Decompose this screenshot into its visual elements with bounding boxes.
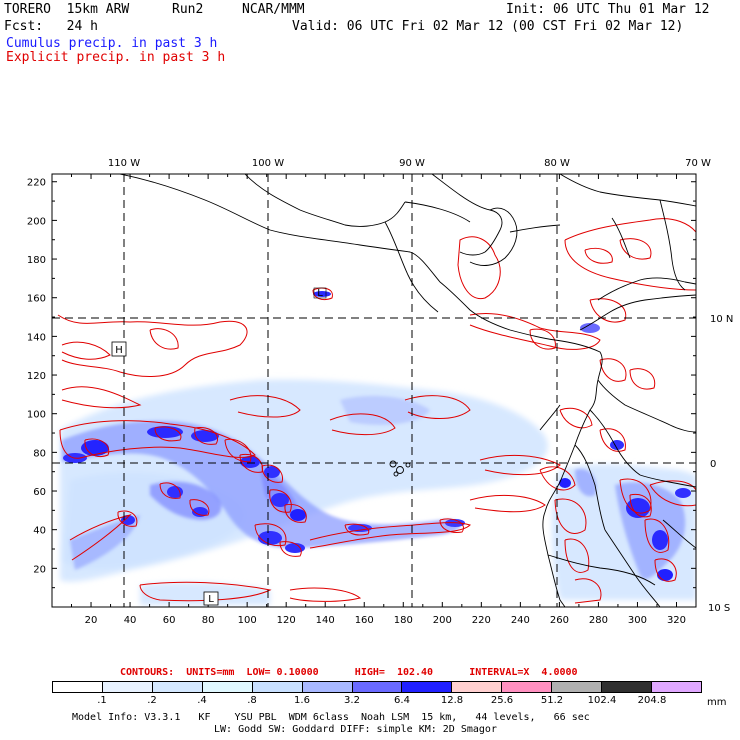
y-tick-labels: 20 40 60 80 100 120 140 160 180 200 220 <box>27 178 46 576</box>
y-tick-marks <box>52 181 696 589</box>
y-tick-label: 120 <box>27 371 46 382</box>
y-tick-label: 20 <box>33 564 46 575</box>
colorbar-label: .4 <box>197 695 207 706</box>
colorbar-label: 25.6 <box>490 695 514 706</box>
colorbar-label: 102.4 <box>587 695 617 706</box>
x-tick-label: 220 <box>472 615 491 626</box>
colorbar-swatch <box>152 682 203 692</box>
colorbar-swatch <box>502 682 553 692</box>
legend-explicit: Explicit precip. in past 3 h <box>6 50 226 65</box>
colorbar-label: 3.2 <box>344 695 360 706</box>
y-tick-label: 140 <box>27 332 46 343</box>
valid-time: Valid: 06 UTC Fri 02 Mar 12 (00 CST Fri … <box>292 19 684 34</box>
colorbar-swatch <box>202 682 253 692</box>
x-tick-label: 80 <box>202 615 215 626</box>
x-tick-label: 160 <box>355 615 374 626</box>
colorbar-label: 51.2 <box>540 695 564 706</box>
x-tick-labels: 20 40 60 80 100 120 140 160 180 200 220 240 260 280 30… <box>85 615 686 626</box>
y-tick-label: 180 <box>27 255 46 266</box>
low-marker: L <box>203 591 219 606</box>
colorbar-label: .2 <box>147 695 157 706</box>
colorbar-swatch <box>402 682 453 692</box>
y-tick-label: 160 <box>27 294 46 305</box>
colorbar-swatch <box>102 682 153 692</box>
org-label: NCAR/MMM <box>242 2 305 17</box>
high-marker: H <box>111 341 127 357</box>
colorbar-swatch <box>452 682 503 692</box>
x-tick-label: 140 <box>316 615 335 626</box>
x-tick-label: 240 <box>511 615 530 626</box>
lat-label-10s: 10 S <box>708 603 730 614</box>
y-tick-label: 100 <box>27 410 46 421</box>
init-time: Init: 06 UTC Thu 01 Mar 12 <box>506 2 710 17</box>
x-tick-label: 280 <box>589 615 608 626</box>
colorbar-swatch <box>352 682 403 692</box>
x-tick-label: 320 <box>667 615 686 626</box>
colorbar-label: 204.8 <box>637 695 667 706</box>
colorbar-label: 12.8 <box>440 695 464 706</box>
lon-label-90w: 90 W <box>399 158 425 169</box>
legend-cumulus: Cumulus precip. in past 3 h <box>6 36 218 51</box>
low-marker-2-label: L <box>317 288 323 299</box>
colorbar-swatch <box>602 682 653 692</box>
y-tick-label: 200 <box>27 216 46 227</box>
high-marker-label: H <box>115 345 123 356</box>
colorbar-label: .8 <box>247 695 257 706</box>
x-tick-label: 120 <box>277 615 296 626</box>
model-title: TORERO 15km ARW <box>4 2 130 17</box>
low-marker-label: L <box>208 594 214 605</box>
x-tick-label: 20 <box>85 615 98 626</box>
contour-info: CONTOURS: UNITS=mm LOW= 0.10000 HIGH= 10… <box>120 667 578 678</box>
lon-label-70w: 70 W <box>685 158 711 169</box>
explicit-precip-contours <box>57 218 696 604</box>
map-frame <box>51 173 697 608</box>
lat-label-10n: 10 N <box>710 314 733 325</box>
lat-label-0: 0 <box>710 459 716 470</box>
run-label: Run2 <box>172 2 204 17</box>
colorbar-swatch <box>552 682 603 692</box>
lon-label-110w: 110 W <box>108 158 140 169</box>
y-tick-label: 80 <box>33 448 46 459</box>
x-tick-label: 260 <box>550 615 569 626</box>
low-marker-2: L <box>313 287 327 299</box>
colorbar-swatch <box>652 682 701 692</box>
x-tick-label: 300 <box>628 615 647 626</box>
lon-label-80w: 80 W <box>544 158 570 169</box>
physics-info: LW: Godd SW: Goddard DIFF: simple KM: 2D… <box>214 724 497 735</box>
y-tick-label: 60 <box>33 487 46 498</box>
forecast-hour: Fcst: 24 h <box>4 19 98 34</box>
colorbar-swatch <box>53 682 103 692</box>
colorbar-label: 6.4 <box>394 695 410 706</box>
lat-lon-grid <box>52 174 696 607</box>
colorbar <box>52 681 702 693</box>
y-tick-label: 40 <box>33 526 46 537</box>
x-tick-label: 180 <box>394 615 413 626</box>
x-tick-label: 200 <box>433 615 452 626</box>
colorbar-swatch <box>252 682 303 692</box>
colorbar-labels: .1 .2 .4 .8 1.6 3.2 6.4 12.8 25.6 51.2 102.4 204.8 <box>52 695 702 707</box>
x-tick-label: 100 <box>238 615 257 626</box>
y-tick-label: 220 <box>27 178 46 189</box>
colorbar-label: .1 <box>97 695 107 706</box>
colorbar-swatch <box>302 682 353 692</box>
model-info: Model Info: V3.3.1 KF YSU PBL WDM 6class… <box>72 712 590 723</box>
x-tick-label: 40 <box>124 615 137 626</box>
colorbar-unit: mm <box>707 697 727 708</box>
lon-label-100w: 100 W <box>252 158 284 169</box>
x-tick-marks <box>71 174 697 607</box>
x-tick-label: 60 <box>163 615 176 626</box>
colorbar-label: 1.6 <box>294 695 310 706</box>
